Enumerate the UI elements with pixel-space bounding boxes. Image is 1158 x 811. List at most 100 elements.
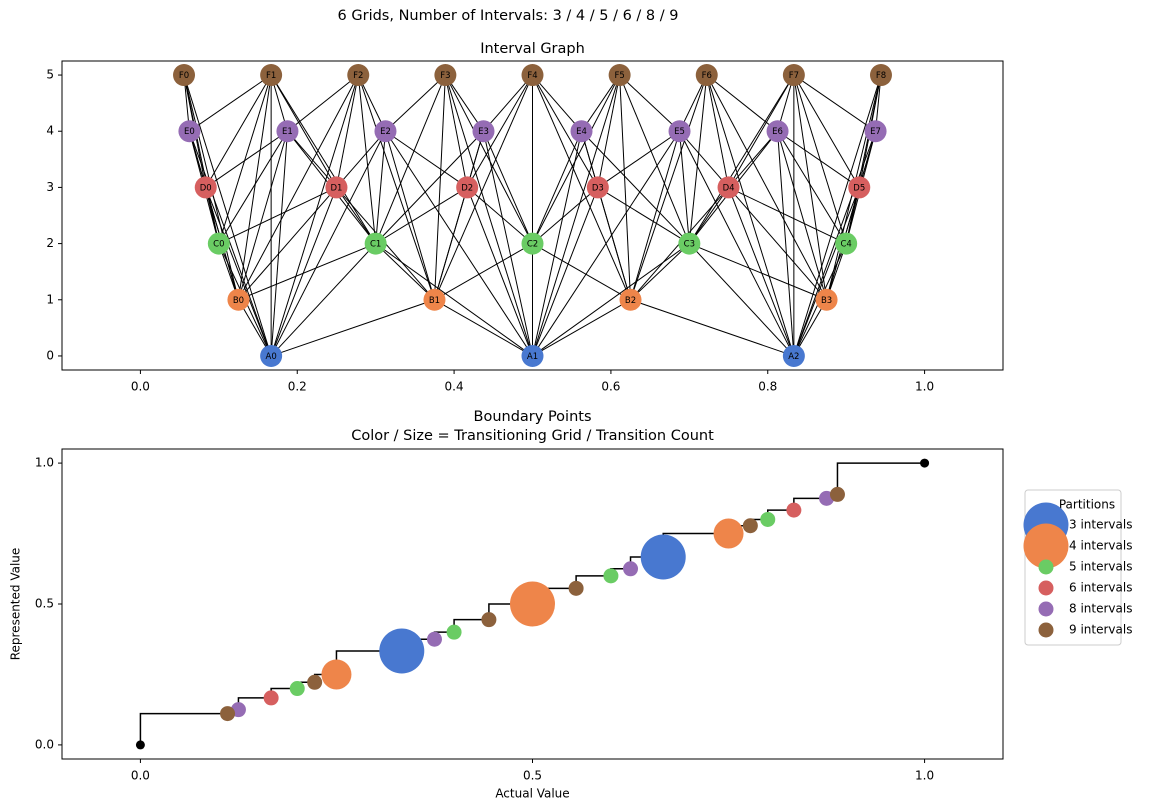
edge	[270, 187, 337, 357]
node-label: E4	[576, 127, 587, 137]
node	[472, 120, 495, 143]
node-label: D5	[853, 183, 865, 193]
node	[260, 64, 283, 87]
node	[869, 64, 892, 87]
edge	[238, 243, 376, 301]
node-label: D3	[592, 183, 604, 193]
step-line	[836, 462, 925, 495]
chart-subtitle: Color / Size = Transitioning Grid / Tran…	[351, 428, 714, 444]
edge	[444, 74, 468, 188]
node	[586, 176, 609, 199]
edge	[689, 243, 827, 301]
x-axis-label: Actual Value	[495, 787, 569, 801]
point	[760, 511, 776, 527]
edge	[706, 74, 778, 132]
edge	[728, 130, 778, 188]
point	[321, 659, 352, 690]
node	[782, 64, 805, 87]
node	[276, 120, 299, 143]
edge	[237, 74, 272, 300]
node-label: D1	[330, 183, 342, 193]
point	[829, 486, 845, 502]
step-line	[139, 712, 228, 745]
edge	[597, 74, 621, 188]
edge	[375, 74, 446, 244]
edge	[532, 74, 582, 132]
point	[426, 631, 442, 647]
node	[678, 232, 701, 255]
legend-marker	[1038, 559, 1054, 575]
node-label: C4	[840, 240, 851, 250]
edge	[270, 299, 435, 357]
legend-title: Partitions	[1059, 498, 1115, 512]
edge	[336, 130, 386, 188]
node	[717, 176, 740, 199]
node	[766, 120, 789, 143]
point	[786, 502, 802, 518]
point	[568, 580, 584, 596]
node-label: C0	[213, 240, 224, 250]
edge	[444, 74, 484, 132]
node	[260, 344, 283, 367]
edge	[728, 186, 847, 245]
y-tick-label: 2	[46, 236, 54, 250]
edge	[466, 74, 533, 188]
point	[640, 534, 686, 580]
node-label: B2	[625, 296, 636, 306]
edge	[688, 243, 795, 357]
node	[864, 120, 887, 143]
edge	[532, 187, 599, 244]
y-tick-label: 3	[46, 180, 54, 194]
edge	[218, 130, 288, 244]
edge	[189, 74, 272, 132]
edge	[532, 243, 631, 301]
edge	[287, 74, 359, 132]
edge	[688, 187, 729, 244]
x-tick-label: 0.6	[601, 380, 620, 394]
edge	[581, 74, 621, 132]
legend-label: 4 intervals	[1069, 539, 1132, 553]
edge	[630, 243, 690, 301]
edge	[793, 74, 860, 188]
node	[695, 64, 718, 87]
node-label: A0	[266, 352, 277, 362]
node-label: F1	[266, 71, 276, 81]
edge	[532, 131, 582, 244]
edge	[777, 131, 795, 356]
edge	[237, 131, 288, 300]
edge	[466, 187, 533, 244]
x-tick-label: 0.4	[445, 380, 464, 394]
legend-label: 9 intervals	[1069, 623, 1132, 637]
legend-marker	[1038, 580, 1054, 596]
legend-label: 3 intervals	[1069, 518, 1132, 532]
point	[481, 612, 497, 628]
edge	[375, 131, 386, 244]
edge	[706, 74, 795, 357]
edge	[619, 74, 680, 132]
node-label: C1	[370, 240, 381, 250]
node	[347, 64, 370, 87]
y-axis-label: Represented Value	[9, 548, 23, 661]
node	[194, 176, 217, 199]
node-label: F6	[702, 71, 712, 81]
node-label: F0	[179, 71, 189, 81]
node-label: D4	[723, 183, 735, 193]
node	[815, 288, 838, 311]
point	[289, 681, 305, 697]
edge	[375, 130, 484, 244]
x-tick-label: 0.0	[131, 380, 150, 394]
x-tick-label: 0.8	[758, 380, 777, 394]
axes-frame	[61, 60, 1004, 371]
node-label: A2	[788, 352, 799, 362]
node-label: D2	[461, 183, 473, 193]
y-tick-label: 1	[46, 292, 54, 306]
legend-label: 5 intervals	[1069, 560, 1132, 574]
edge	[679, 131, 690, 244]
node-label: E2	[380, 127, 391, 137]
edge	[483, 131, 533, 244]
node	[325, 176, 348, 199]
edge	[777, 130, 860, 188]
point	[510, 581, 555, 627]
node-label: E5	[674, 127, 685, 137]
